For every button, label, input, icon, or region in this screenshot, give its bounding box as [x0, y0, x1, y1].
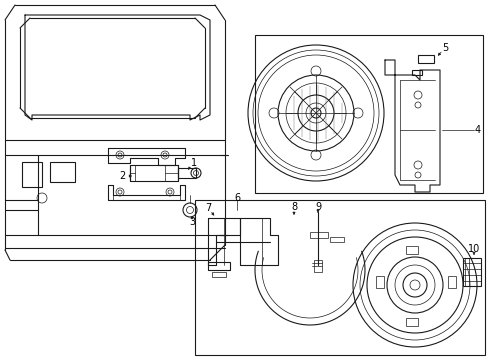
Bar [329, 237, 343, 242]
Text: 1: 1 [190, 158, 197, 168]
Text: 3: 3 [188, 217, 195, 227]
Bar [417, 55, 433, 63]
Bar [462, 258, 480, 286]
Bar [50, 162, 75, 182]
Text: 5: 5 [441, 43, 447, 53]
Text: 6: 6 [233, 193, 240, 203]
Bar [447, 276, 455, 288]
Text: 4: 4 [474, 125, 480, 135]
Bar [254, 35, 482, 193]
Bar [309, 232, 327, 238]
Bar [22, 162, 42, 187]
Text: 2: 2 [119, 171, 125, 181]
Text: 7: 7 [204, 203, 211, 213]
Bar [313, 260, 321, 272]
Text: 9: 9 [314, 202, 321, 212]
Bar [405, 318, 417, 326]
Bar [178, 168, 196, 178]
Bar [411, 70, 421, 75]
Bar [207, 262, 229, 270]
Text: 8: 8 [290, 202, 296, 212]
Bar [195, 200, 484, 355]
Bar [375, 276, 383, 288]
Text: 10: 10 [467, 244, 479, 254]
Bar [405, 246, 417, 254]
Bar [212, 272, 225, 277]
Bar [130, 165, 178, 181]
